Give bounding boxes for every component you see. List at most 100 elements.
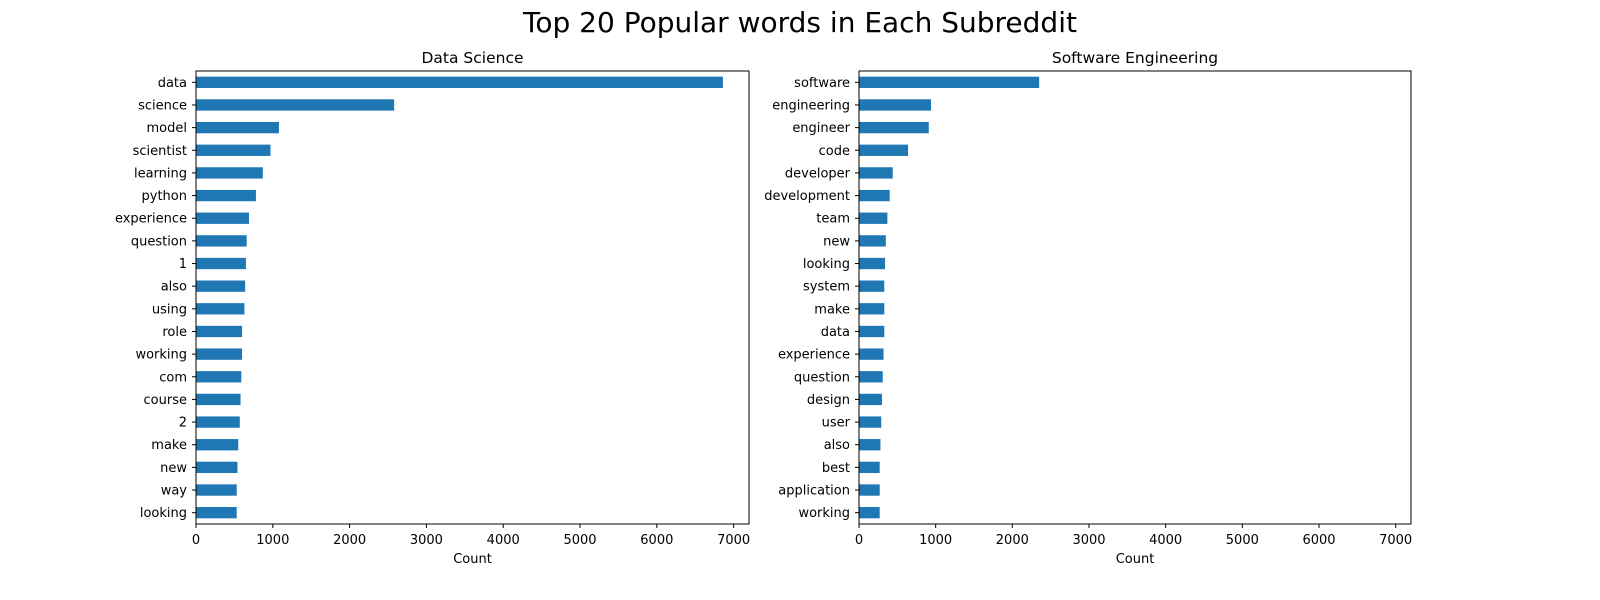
- y-tick-label: working: [798, 506, 850, 521]
- y-tick-label: learning: [134, 166, 187, 181]
- x-tick-label: 7000: [717, 533, 750, 548]
- bar-software: [859, 76, 1040, 88]
- y-tick-label: software: [794, 76, 850, 91]
- bar-working: [196, 348, 243, 360]
- bar-way: [196, 484, 237, 496]
- bar-using: [196, 303, 245, 315]
- x-tick-label: 4000: [487, 533, 520, 548]
- x-tick-label: 4000: [1149, 533, 1182, 548]
- y-tick-label: engineer: [792, 121, 850, 136]
- x-tick-label: 0: [192, 533, 200, 548]
- bar-1: [196, 257, 246, 270]
- bar-make: [859, 303, 885, 315]
- y-tick-label: system: [803, 280, 850, 295]
- y-tick-label: looking: [140, 506, 187, 521]
- bar-best: [859, 461, 880, 474]
- bar-new: [859, 235, 886, 247]
- x-tick-label: 5000: [1226, 533, 1259, 548]
- y-tick-label: question: [131, 234, 187, 249]
- x-tick-label: 2000: [996, 533, 1029, 548]
- bar-course: [196, 393, 241, 406]
- bar-design: [859, 393, 882, 406]
- bar-science: [196, 99, 395, 111]
- chart-data-science: data science model scientist learning python e…: [115, 49, 750, 567]
- bar-data: [196, 76, 723, 88]
- x-tick-label: 6000: [640, 533, 673, 548]
- bar-code: [859, 144, 909, 156]
- y-tick-label: engineering: [772, 98, 850, 113]
- y-tick-label: way: [161, 484, 188, 499]
- chart-software-engineering: software engineering engineer code developer…: [764, 49, 1412, 567]
- x-tick-label: 0: [855, 533, 863, 548]
- y-tick-label: development: [764, 189, 850, 204]
- x-tick-label: 7000: [1379, 533, 1412, 548]
- y-tick-label: user: [822, 416, 851, 431]
- y-tick-label: best: [822, 461, 850, 476]
- y-tick-label: data: [158, 76, 187, 91]
- y-tick-label: design: [807, 393, 850, 408]
- y-tick-label: model: [147, 121, 187, 136]
- bar-also: [859, 439, 881, 451]
- bar-learning: [196, 167, 263, 179]
- bar-looking: [859, 257, 886, 270]
- y-tick-label: scientist: [133, 144, 187, 159]
- x-axis-label: Count: [1116, 552, 1155, 567]
- bar-working: [859, 507, 880, 519]
- axes-frame: [195, 70, 750, 525]
- bar-data: [859, 325, 885, 338]
- y-tick-label: 1: [179, 257, 187, 272]
- y-tick-label: com: [159, 370, 187, 385]
- y-tick-label: looking: [803, 257, 850, 272]
- y-tick-label: experience: [115, 212, 187, 227]
- y-tick-label: new: [823, 234, 850, 249]
- y-tick-label: course: [144, 393, 187, 408]
- y-tick-label: role: [162, 325, 187, 340]
- bar-question: [859, 371, 883, 383]
- bar-role: [196, 325, 243, 338]
- bar-team: [859, 212, 888, 224]
- y-tick-label: developer: [785, 166, 851, 181]
- y-tick-label: code: [819, 144, 850, 159]
- y-tick-label: also: [824, 438, 850, 453]
- bar-model: [196, 121, 279, 134]
- bar-make: [196, 439, 239, 451]
- y-tick-label: using: [152, 302, 187, 317]
- chart-title: Software Engineering: [1052, 49, 1218, 67]
- x-tick-label: 3000: [410, 533, 443, 548]
- x-tick-label: 6000: [1302, 533, 1335, 548]
- bar-user: [859, 416, 882, 428]
- bar-system: [859, 280, 885, 292]
- bar-experience: [196, 212, 249, 224]
- x-tick-label: 1000: [919, 533, 952, 548]
- y-tick-label: also: [161, 280, 187, 295]
- y-tick-label: science: [138, 98, 187, 113]
- axes-frame: [858, 70, 1412, 525]
- y-tick-label: python: [142, 189, 187, 204]
- y-tick-label: make: [151, 438, 187, 453]
- bar-also: [196, 280, 246, 292]
- y-tick-label: 2: [179, 416, 187, 431]
- bar-new: [196, 461, 238, 474]
- bar-com: [196, 371, 242, 383]
- y-tick-label: data: [821, 325, 850, 340]
- x-tick-label: 3000: [1072, 533, 1105, 548]
- x-tick-label: 2000: [333, 533, 366, 548]
- bar-experience: [859, 348, 884, 360]
- bar-scientist: [196, 144, 271, 156]
- y-tick-label: make: [814, 302, 850, 317]
- y-tick-label: new: [160, 461, 187, 476]
- x-tick-label: 5000: [563, 533, 596, 548]
- bar-application: [859, 484, 880, 496]
- y-tick-label: working: [135, 348, 187, 363]
- y-tick-label: question: [794, 370, 850, 385]
- bar-looking: [196, 507, 237, 519]
- y-tick-label: application: [778, 484, 850, 499]
- bar-development: [859, 189, 890, 202]
- x-axis-label: Count: [453, 552, 492, 567]
- bar-developer: [859, 167, 893, 179]
- bar-engineering: [859, 99, 932, 111]
- bar-python: [196, 189, 256, 202]
- y-tick-label: team: [816, 212, 850, 227]
